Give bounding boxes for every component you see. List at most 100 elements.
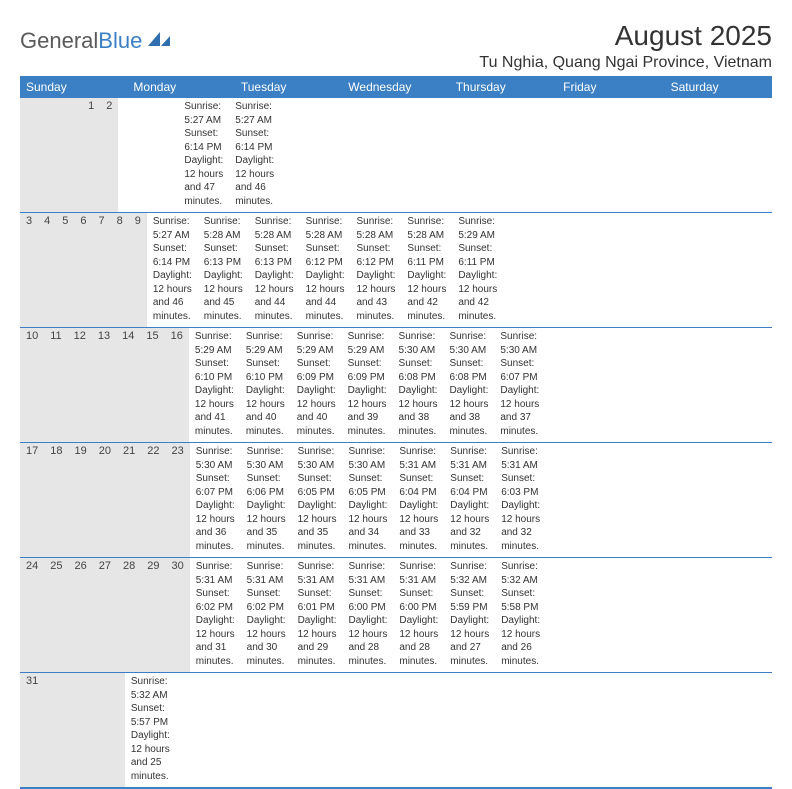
daylight-text: Daylight: 12 hours and 27 minutes. (450, 614, 489, 668)
day-number: 18 (44, 443, 68, 557)
sunrise-text: Sunrise: 5:29 AM (458, 215, 497, 242)
daylight-text: Daylight: 12 hours and 41 minutes. (195, 384, 234, 438)
day-cell: Sunrise: 5:30 AMSunset: 6:08 PMDaylight:… (443, 328, 494, 442)
sunset-text: Sunset: 6:08 PM (449, 357, 488, 384)
sunset-text: Sunset: 6:06 PM (247, 472, 286, 499)
day-cell: Sunrise: 5:28 AMSunset: 6:13 PMDaylight:… (198, 213, 249, 327)
day-cell: Sunrise: 5:31 AMSunset: 6:04 PMDaylight:… (444, 443, 495, 557)
weekday-thursday: Thursday (450, 76, 557, 98)
details-strip: Sunrise: 5:30 AMSunset: 6:07 PMDaylight:… (190, 443, 546, 557)
sunrise-text: Sunrise: 5:28 AM (407, 215, 446, 242)
day-cell (118, 98, 130, 212)
weekday-sunday: Sunday (20, 76, 127, 98)
day-cell: Sunrise: 5:28 AMSunset: 6:13 PMDaylight:… (249, 213, 300, 327)
day-cell: Sunrise: 5:28 AMSunset: 6:12 PMDaylight:… (300, 213, 351, 327)
sunset-text: Sunset: 6:13 PM (204, 242, 243, 269)
week-row: 24252627282930Sunrise: 5:31 AMSunset: 6:… (20, 558, 772, 673)
day-number (71, 673, 84, 787)
daylight-text: Daylight: 12 hours and 38 minutes. (399, 384, 438, 438)
sunset-text: Sunset: 6:08 PM (399, 357, 438, 384)
sunrise-text: Sunrise: 5:32 AM (501, 560, 540, 587)
day-cell: Sunrise: 5:31 AMSunset: 6:02 PMDaylight:… (241, 558, 292, 672)
sunrise-text: Sunrise: 5:31 AM (501, 445, 540, 472)
day-number: 12 (68, 328, 92, 442)
sunset-text: Sunset: 6:13 PM (255, 242, 294, 269)
sunrise-text: Sunrise: 5:31 AM (247, 560, 286, 587)
day-number: 26 (69, 558, 93, 672)
details-strip: Sunrise: 5:29 AMSunset: 6:10 PMDaylight:… (189, 328, 545, 442)
day-number: 6 (74, 213, 92, 327)
daynum-strip: 31 (20, 673, 125, 787)
day-number: 16 (165, 328, 189, 442)
day-number: 30 (166, 558, 190, 672)
sunrise-text: Sunrise: 5:28 AM (306, 215, 345, 242)
day-cell: Sunrise: 5:31 AMSunset: 6:02 PMDaylight:… (190, 558, 241, 672)
day-number: 2 (100, 98, 118, 212)
day-cell: Sunrise: 5:31 AMSunset: 6:00 PMDaylight:… (342, 558, 393, 672)
daylight-text: Daylight: 12 hours and 28 minutes. (348, 614, 387, 668)
day-number: 21 (117, 443, 141, 557)
sunrise-text: Sunrise: 5:30 AM (298, 445, 337, 472)
logo-text-blue: Blue (98, 28, 142, 54)
weekday-wednesday: Wednesday (342, 76, 449, 98)
day-number: 20 (93, 443, 117, 557)
day-cell: Sunrise: 5:31 AMSunset: 6:00 PMDaylight:… (393, 558, 444, 672)
logo: GeneralBlue (20, 28, 172, 54)
daynum-strip: 24252627282930 (20, 558, 190, 672)
day-number: 5 (56, 213, 74, 327)
weekday-monday: Monday (127, 76, 234, 98)
sail-icon (146, 28, 172, 54)
sunrise-text: Sunrise: 5:32 AM (450, 560, 489, 587)
sunset-text: Sunset: 6:00 PM (399, 587, 438, 614)
day-cell: Sunrise: 5:29 AMSunset: 6:10 PMDaylight:… (189, 328, 240, 442)
details-strip: Sunrise: 5:32 AMSunset: 5:57 PMDaylight:… (125, 673, 248, 787)
daylight-text: Daylight: 12 hours and 38 minutes. (449, 384, 488, 438)
daylight-text: Daylight: 12 hours and 46 minutes. (153, 269, 192, 323)
day-cell (130, 98, 142, 212)
day-cell: Sunrise: 5:29 AMSunset: 6:09 PMDaylight:… (291, 328, 342, 442)
header: GeneralBlue August 2025 Tu Nghia, Quang … (20, 20, 772, 72)
weekday-saturday: Saturday (665, 76, 772, 98)
sunset-text: Sunset: 5:58 PM (501, 587, 540, 614)
week-row: 12Sunrise: 5:27 AMSunset: 6:14 PMDayligh… (20, 98, 772, 213)
sunrise-text: Sunrise: 5:29 AM (246, 330, 285, 357)
sunrise-text: Sunrise: 5:27 AM (235, 100, 274, 127)
sunrise-text: Sunrise: 5:31 AM (298, 560, 337, 587)
day-number: 29 (141, 558, 165, 672)
sunset-text: Sunset: 6:14 PM (184, 127, 223, 154)
logo-text-general: General (20, 28, 98, 54)
daylight-text: Daylight: 12 hours and 37 minutes. (500, 384, 539, 438)
sunset-text: Sunset: 6:00 PM (348, 587, 387, 614)
day-number: 8 (111, 213, 129, 327)
sunset-text: Sunset: 6:05 PM (298, 472, 337, 499)
day-number (20, 98, 32, 212)
sunset-text: Sunset: 6:09 PM (297, 357, 336, 384)
daynum-strip: 17181920212223 (20, 443, 190, 557)
sunrise-text: Sunrise: 5:31 AM (348, 560, 387, 587)
day-number: 22 (141, 443, 165, 557)
daylight-text: Daylight: 12 hours and 31 minutes. (196, 614, 235, 668)
sunset-text: Sunset: 5:59 PM (450, 587, 489, 614)
day-cell: Sunrise: 5:29 AMSunset: 6:11 PMDaylight:… (452, 213, 503, 327)
week-row: 17181920212223Sunrise: 5:30 AMSunset: 6:… (20, 443, 772, 558)
sunset-text: Sunset: 6:11 PM (407, 242, 446, 269)
day-cell: Sunrise: 5:31 AMSunset: 6:01 PMDaylight:… (292, 558, 343, 672)
day-number (32, 98, 44, 212)
day-number: 3 (20, 213, 38, 327)
sunset-text: Sunset: 6:02 PM (247, 587, 286, 614)
day-number (111, 673, 124, 787)
day-cell: Sunrise: 5:29 AMSunset: 6:10 PMDaylight:… (240, 328, 291, 442)
week-row: 3456789Sunrise: 5:27 AMSunset: 6:14 PMDa… (20, 213, 772, 328)
day-number: 13 (92, 328, 116, 442)
daylight-text: Daylight: 12 hours and 40 minutes. (246, 384, 285, 438)
daylight-text: Daylight: 12 hours and 26 minutes. (501, 614, 540, 668)
day-cell (224, 673, 236, 787)
sunrise-text: Sunrise: 5:31 AM (399, 560, 438, 587)
sunrise-text: Sunrise: 5:27 AM (184, 100, 223, 127)
sunrise-text: Sunrise: 5:29 AM (348, 330, 387, 357)
daylight-text: Daylight: 12 hours and 40 minutes. (297, 384, 336, 438)
day-number: 23 (166, 443, 190, 557)
day-number: 9 (129, 213, 147, 327)
day-cell (212, 673, 224, 787)
weekday-header-row: Sunday Monday Tuesday Wednesday Thursday… (20, 76, 772, 98)
